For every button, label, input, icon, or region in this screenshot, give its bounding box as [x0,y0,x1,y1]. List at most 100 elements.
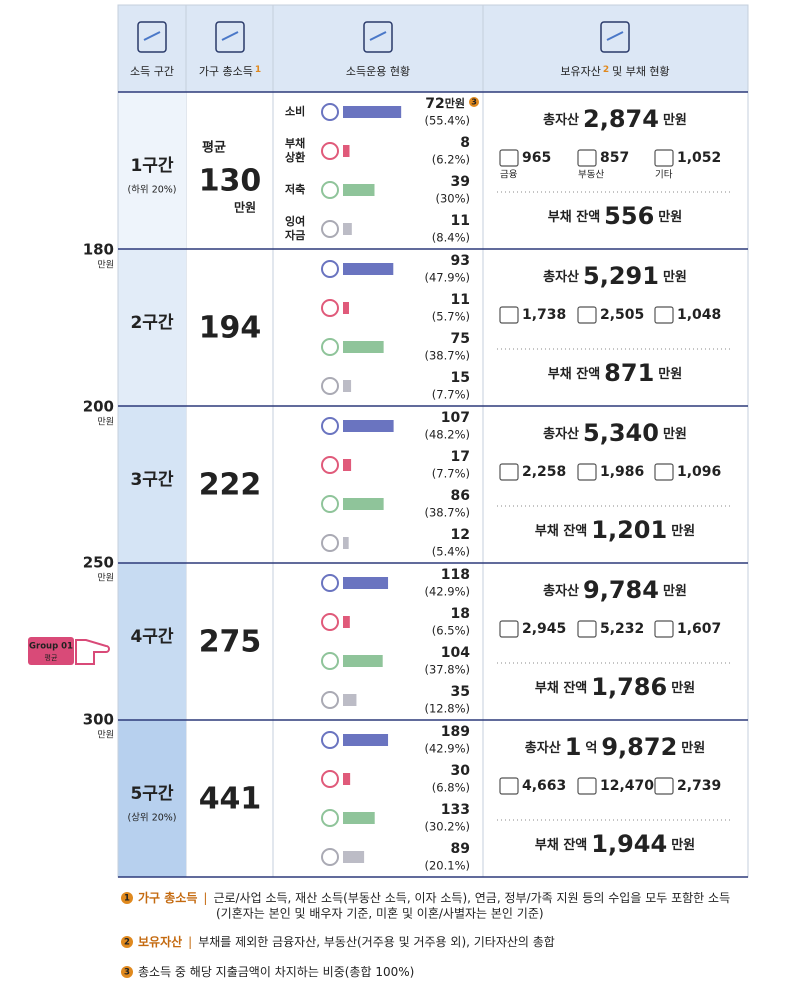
asset-icon [577,620,597,638]
amount-value: 133 [441,802,470,818]
category-icon [321,731,339,749]
pointer-sub: 평균 [45,653,58,662]
category-icon [321,142,339,160]
category-label: 잉여 자금 [285,214,305,242]
asset-value: 2,945 [522,621,566,637]
share-bar [343,380,352,392]
band-sub: (하위 20%) [127,184,176,196]
amount-value: 18 [451,606,470,622]
amount-value: 11 [451,213,470,229]
asset-value: 2,258 [522,464,566,480]
band-cell [118,563,186,720]
amount-value: 15 [451,370,470,386]
asset-icon [499,306,519,324]
header-icon [221,31,239,41]
scale-unit: 만원 [97,417,114,428]
amount-value: 30 [451,763,471,779]
total-assets: 총자산 1 억 9,872 만원 [525,733,705,761]
total-unit: 만원 [663,426,687,442]
header-title: 가구 총소득 [199,65,253,78]
share-label: (7.7%) [432,467,470,481]
amount-value: 12 [451,527,470,543]
header-label: 보유자산 2 및 부채 현황 [560,65,669,79]
asset-icon [654,777,674,795]
asset-type: 기타 [655,170,673,181]
category-icon [321,220,339,238]
share-bar [343,655,383,667]
category-icon [321,691,339,709]
category-icon [321,181,339,199]
band-cell [118,92,186,249]
debt: 부채 잔액 1,786 만원 [535,673,695,701]
amount: 39 [451,174,470,190]
share-label: (30.2%) [424,820,470,834]
share-label: (6.5%) [432,624,470,638]
footnote-title: 가구 총소득 [138,890,197,905]
share-bar [343,812,375,824]
share-label: (20.1%) [424,859,470,873]
share-bar [343,459,352,471]
note-marker: 3 [471,98,477,107]
asset-value: 1,607 [677,621,721,637]
debt-label: 부채 잔액 [535,523,587,539]
debt-value: 871 [604,359,654,387]
amount: 118 [441,567,470,583]
header-title: 소득 구간 [130,65,174,78]
footnote-text: 총소득 중 해당 지출금액이 차지하는 비중(총합 100%) [138,965,414,979]
header-label: 소득운용 현황 [346,65,410,78]
share-label: (6.2%) [432,153,470,167]
asset-value: 2,505 [600,307,644,323]
category-label-text: 소비 [285,104,305,118]
share-label: (55.4%) [424,114,470,128]
amount: 86 [451,488,470,504]
amount-value: 39 [451,174,470,190]
amount: 75 [451,331,470,347]
amount-value: 189 [441,724,470,740]
amount: 17 [451,449,470,465]
footnote-marker-bg [121,936,133,948]
amount: 107 [441,410,470,426]
pointer-tag [28,637,74,665]
scale-value: 250 [83,554,114,572]
asset-value: 1,052 [677,150,721,166]
share-bar [343,302,349,314]
debt-unit: 만원 [658,209,682,225]
share-bar [343,734,389,746]
share-label: (38.7%) [424,349,470,363]
category-icon [321,299,339,317]
debt-unit: 만원 [671,523,695,539]
debt: 부채 잔액 871 만원 [548,359,682,387]
total-value: 9,784 [583,576,659,604]
footnote-marker: 3 [124,968,130,978]
category-label-line: 자금 [285,228,305,242]
income-value: 441 [199,782,262,817]
debt-label: 부채 잔액 [548,366,600,382]
category-icon [321,809,339,827]
amount: 8 [460,135,470,151]
share-bar [343,106,402,118]
debt: 부채 잔액 1,944 만원 [535,830,695,858]
asset-icon [499,777,519,795]
footnote-text2: (기혼자는 본인 및 배우자 기준, 미혼 및 이혼/사별자는 본인 기준) [216,907,544,921]
amount: 11 [451,292,470,308]
total-assets: 총자산 2,874 만원 [543,105,687,133]
band-label: 5구간 [130,784,173,804]
header-label: 소득 구간 [130,65,174,78]
category-label-line: 잉여 [285,214,305,228]
total-label: 총자산 [543,583,579,599]
amount: 12 [451,527,470,543]
category-icon [321,652,339,670]
total-label: 총자산 [543,112,579,128]
footnote-marker-bg [121,966,133,978]
debt-unit: 만원 [671,680,695,696]
category-icon [321,613,339,631]
amount: 11 [451,213,470,229]
band-label: 3구간 [130,470,173,490]
share-bar [343,223,352,235]
total-label: 총자산 [543,426,579,442]
category-icon [321,377,339,395]
asset-value: 1,048 [677,307,721,323]
debt-label: 부채 잔액 [535,837,587,853]
share-bar [343,263,394,275]
header-bg [118,5,748,92]
